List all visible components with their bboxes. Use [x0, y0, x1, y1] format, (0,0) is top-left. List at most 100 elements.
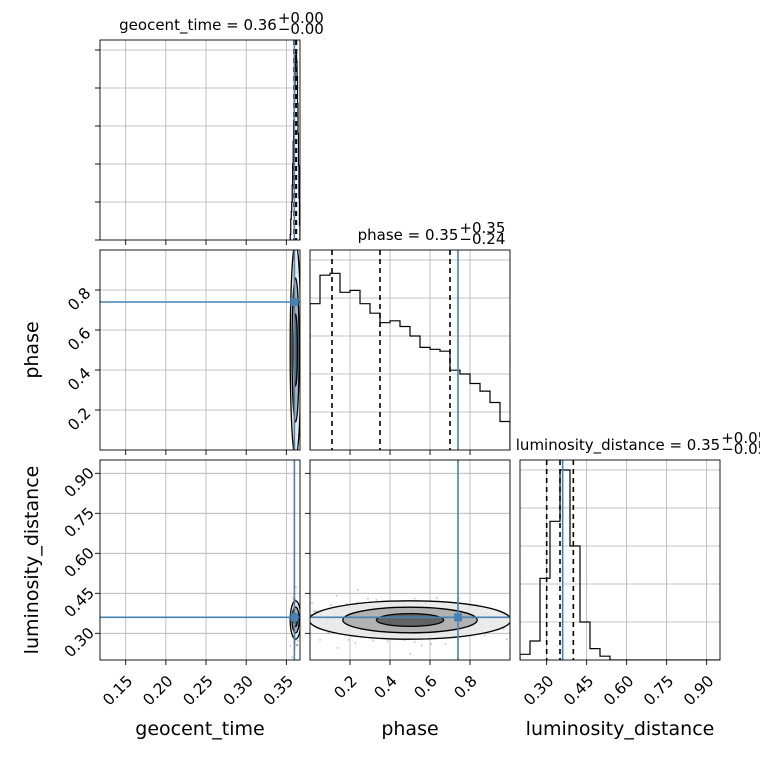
y-tick-label-phase: 0.6: [64, 324, 94, 354]
sample-point: [367, 597, 369, 600]
x-tick-label-phase: 0.8: [451, 672, 481, 702]
sample-point: [329, 604, 332, 607]
x-tick-label-luminosity_distance: 0.45: [560, 672, 597, 709]
sample-point: [386, 640, 389, 643]
sample-point: [295, 242, 297, 244]
histogram-phase: [310, 272, 510, 450]
title-upper-error: +0.00: [278, 9, 324, 27]
y-tick-label-luminosity_distance: 0.60: [61, 544, 98, 581]
sample-point: [271, 622, 273, 624]
sample-point: [296, 644, 299, 646]
truth-marker: [290, 613, 299, 622]
panel-content: [271, 460, 556, 664]
panel-frame: [519, 459, 721, 661]
sample-point: [347, 638, 350, 641]
title-upper-error: +0.35: [459, 219, 505, 237]
panel-geocent_time-luminosity_distance: 0.15 0.20 0.25 0.30 0.350.300.450.600.750.90: [61, 459, 301, 709]
sample-point: [311, 602, 313, 604]
sample-point: [414, 640, 416, 643]
sample-point: [444, 642, 447, 645]
sample-point: [335, 594, 338, 597]
x-tick-label-geocent_time: 0.25: [180, 672, 217, 709]
sample-point: [420, 644, 423, 647]
sample-point: [312, 610, 315, 613]
title-lower-error: −0.24: [459, 230, 505, 248]
x-axis-label-luminosity_distance: luminosity_distance: [526, 718, 715, 740]
sample-point: [292, 247, 294, 249]
title-luminosity_distance: luminosity_distance = 0.35+0.05−0.05: [516, 429, 760, 458]
sample-point: [294, 450, 296, 452]
sample-point: [502, 628, 505, 631]
sample-point: [296, 643, 298, 646]
truth-marker: [290, 298, 299, 306]
x-tick-label-geocent_time: 0.15: [99, 672, 136, 709]
sample-point: [336, 647, 339, 649]
title-lower-error: −0.05: [721, 440, 760, 458]
x-tick-label-luminosity_distance: 0.60: [600, 672, 637, 709]
x-tick-label-phase: 0.6: [411, 672, 441, 702]
sample-point: [483, 634, 486, 637]
sample-point: [295, 644, 298, 647]
sample-point: [430, 643, 433, 646]
panel-frame: [99, 459, 301, 661]
sample-point: [372, 639, 375, 642]
title-value: geocent_time = 0.36: [119, 16, 277, 35]
sample-point: [396, 662, 398, 664]
panel-phase-luminosity_distance: 0.2 0.4 0.6 0.8: [271, 459, 556, 702]
title-geocent_time: geocent_time = 0.36 +0.00−0.00: [119, 9, 324, 38]
panel-title-text: luminosity_distance = 0.35: [516, 436, 720, 455]
sample-point: [505, 638, 508, 641]
sample-point: [534, 627, 536, 629]
panel-title-text: geocent_time = 0.36: [119, 16, 277, 35]
panel-content: [100, 460, 300, 660]
sample-point: [538, 619, 540, 621]
title-phase: phase = 0.35 +0.35−0.24: [358, 219, 506, 248]
y-tick-label-luminosity_distance: 0.90: [61, 464, 98, 501]
y-tick-label-luminosity_distance: 0.45: [61, 584, 98, 621]
sample-point: [289, 645, 292, 647]
sample-point: [375, 598, 378, 601]
panel-phase-phase: [309, 249, 511, 455]
sample-point: [275, 614, 277, 616]
sample-point: [314, 610, 317, 613]
density-contour-2: [375, 612, 445, 628]
x-axis-label-phase: phase: [381, 718, 438, 740]
panel-content: [289, 40, 300, 240]
panel-title-text: phase = 0.35: [358, 226, 459, 244]
x-axis-label-geocent_time: geocent_time: [135, 718, 264, 740]
panel-geocent_time-geocent_time: [95, 39, 301, 245]
sample-point: [296, 639, 299, 642]
sample-point: [293, 244, 295, 246]
y-tick-label-luminosity_distance: 0.30: [61, 624, 98, 661]
panel-frame: [99, 39, 301, 241]
title-value: phase = 0.35: [358, 226, 459, 244]
y-tick-label-luminosity_distance: 0.75: [61, 504, 98, 541]
sample-point: [295, 241, 297, 243]
sample-point: [536, 628, 538, 630]
sample-point: [319, 638, 321, 641]
y-axis-label-phase: phase: [21, 321, 43, 378]
sample-point: [409, 652, 412, 655]
x-tick-label-luminosity_distance: 0.30: [520, 672, 557, 709]
sample-point: [281, 619, 283, 621]
sample-point: [297, 491, 299, 493]
sample-point: [413, 597, 416, 600]
histogram-luminosity_distance: [520, 469, 720, 660]
sample-point: [524, 613, 526, 615]
sample-point: [354, 641, 357, 644]
sample-point: [295, 245, 297, 247]
panel-frame: [99, 249, 301, 451]
panel-content: [310, 250, 510, 450]
panel-frame: [309, 249, 511, 451]
x-tick-label-phase: 0.4: [371, 672, 401, 702]
sample-point: [272, 619, 274, 621]
sample-point: [531, 636, 533, 638]
panel-luminosity_distance-luminosity_distance: 0.30 0.45 0.60 0.75 0.90: [519, 459, 721, 709]
sample-point: [291, 656, 294, 659]
sample-point: [295, 248, 297, 250]
x-tick-label-geocent_time: 0.30: [220, 672, 257, 709]
sample-point: [554, 619, 556, 621]
title-lower-error: −0.00: [278, 20, 324, 38]
sample-point: [327, 632, 330, 634]
